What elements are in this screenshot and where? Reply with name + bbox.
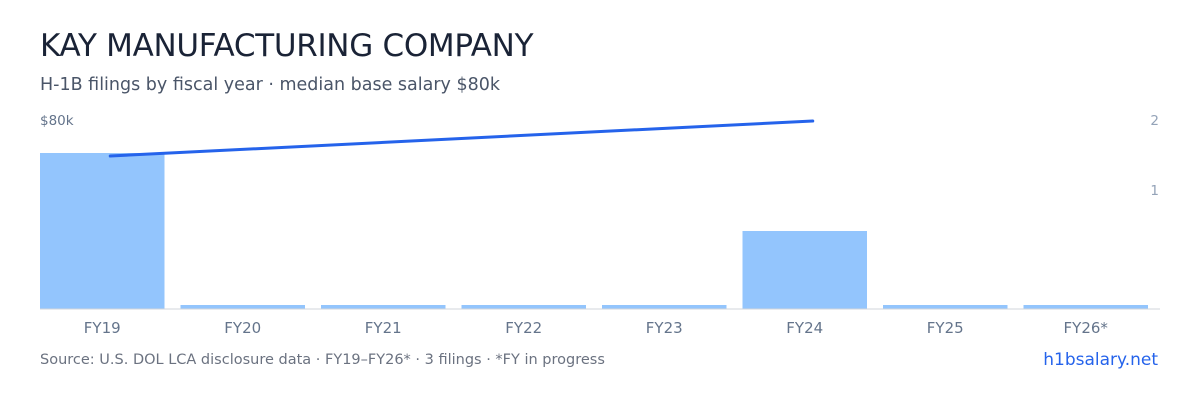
salary-trend-line	[110, 121, 813, 156]
labels-layer: FY19 FY20 FY21 FY22 FY23 FY24 FY25 FY26* $80k 2 1	[40, 113, 1159, 337]
x-tick-label: FY20	[224, 319, 261, 337]
line-layer	[110, 121, 813, 156]
bar-fy23	[602, 305, 727, 309]
source-note: Source: U.S. DOL LCA disclosure data · F…	[40, 352, 605, 368]
x-tick-label: FY23	[646, 319, 683, 337]
bar-fy25	[883, 305, 1008, 309]
x-tick-label: FY22	[505, 319, 542, 337]
bar-fy19	[40, 153, 165, 309]
bar-fy22	[462, 305, 587, 309]
x-tick-label: FY24	[786, 319, 823, 337]
bar-fy26-partial	[1024, 305, 1149, 309]
x-tick-label: FY19	[84, 319, 121, 337]
x-tick-label: FY26*	[1064, 319, 1109, 337]
right-axis-tick: 2	[1150, 113, 1159, 129]
left-axis-label: $80k	[40, 113, 74, 129]
brand-link[interactable]: h1bsalary.net	[1043, 350, 1158, 370]
x-tick-label: FY21	[365, 319, 402, 337]
bar-chart: FY19 FY20 FY21 FY22 FY23 FY24 FY25 FY26* $80k 2 1	[0, 0, 1200, 345]
bar-fy20	[181, 305, 306, 309]
x-tick-label: FY25	[927, 319, 964, 337]
right-axis-tick: 1	[1150, 183, 1159, 199]
bar-fy21	[321, 305, 446, 309]
bars-layer	[40, 153, 1148, 309]
bar-fy24	[743, 231, 868, 309]
